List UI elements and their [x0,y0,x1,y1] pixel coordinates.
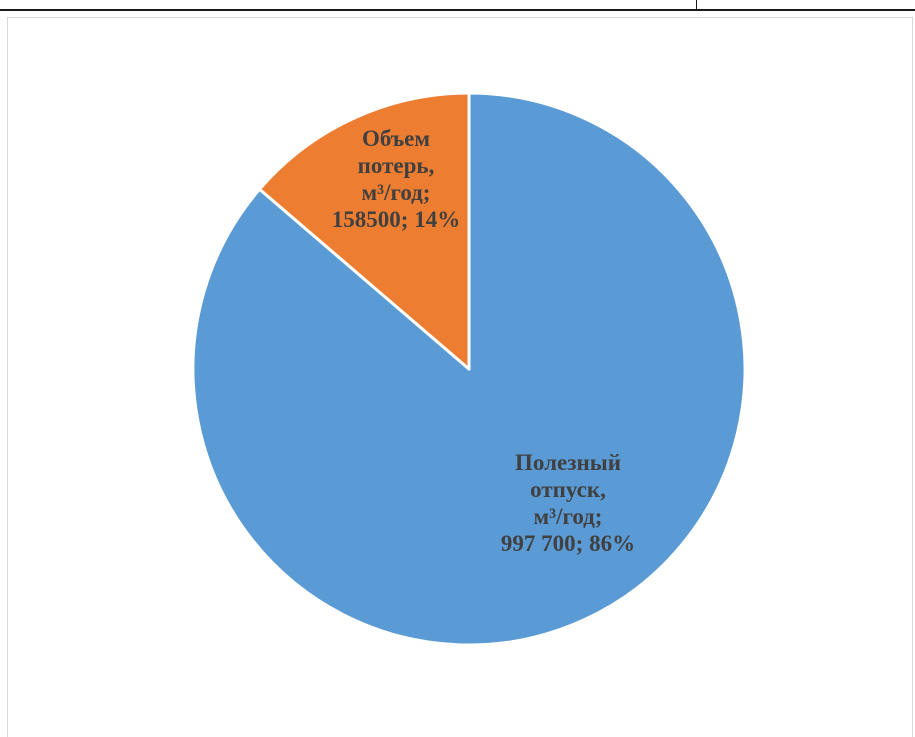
pie-label-line: м³/год; [534,504,603,529]
pie-slice-losses [258,91,471,371]
pie-label-line: отпуск, [530,477,606,502]
page-top-rule [0,9,915,11]
pie-slice-label-losses: Объем потерь, м³/год; 158500; 14% [332,126,460,232]
pie-label-line: Объем [362,126,430,151]
pie-label-line: Полезный [515,450,621,475]
pie-label-line: м³/год; [362,180,431,205]
pie-label-line: 997 700; 86% [501,531,635,556]
chart-frame [7,17,913,737]
pie-label-line: 158500; 14% [332,207,460,232]
pie-slice-label-useful-supply: Полезный отпуск, м³/год; 997 700; 86% [501,450,635,556]
pie-chart: Полезный отпуск, м³/год; 997 700; 86%Объем п… [191,91,747,647]
page-top-tick [696,0,697,11]
pie-label-line: потерь, [358,153,435,178]
